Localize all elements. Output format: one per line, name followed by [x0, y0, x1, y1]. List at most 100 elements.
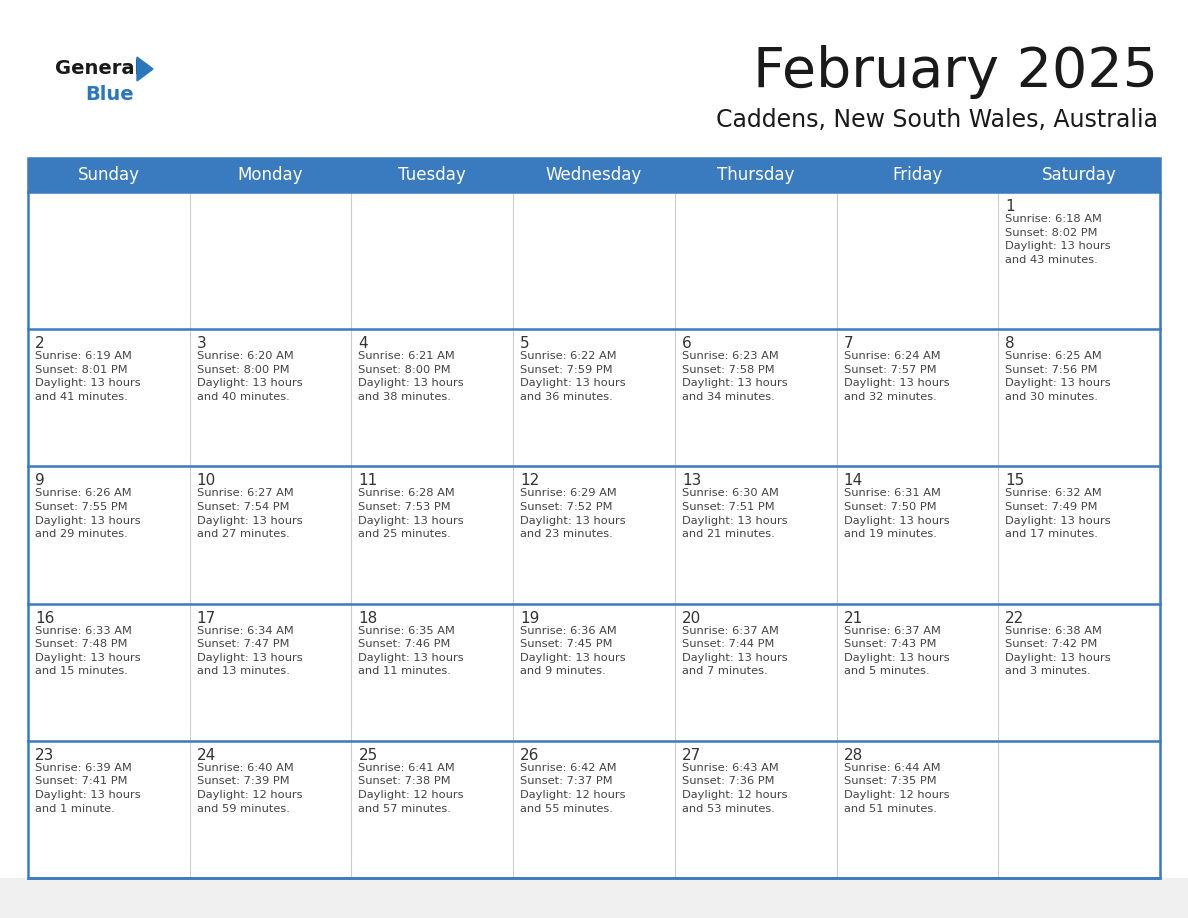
Text: Sunrise: 6:40 AM
Sunset: 7:39 PM
Daylight: 12 hours
and 59 minutes.: Sunrise: 6:40 AM Sunset: 7:39 PM Dayligh…: [197, 763, 302, 813]
Text: 13: 13: [682, 474, 701, 488]
Polygon shape: [137, 57, 153, 81]
Text: 14: 14: [843, 474, 862, 488]
Text: 5: 5: [520, 336, 530, 352]
Text: Caddens, New South Wales, Australia: Caddens, New South Wales, Australia: [716, 108, 1158, 132]
Bar: [352, 192, 513, 330]
Text: Sunrise: 6:37 AM
Sunset: 7:43 PM
Daylight: 13 hours
and 5 minutes.: Sunrise: 6:37 AM Sunset: 7:43 PM Dayligh…: [843, 625, 949, 677]
Text: Sunrise: 6:27 AM
Sunset: 7:54 PM
Daylight: 13 hours
and 27 minutes.: Sunrise: 6:27 AM Sunset: 7:54 PM Dayligh…: [197, 488, 302, 539]
Bar: [998, 192, 1159, 330]
Bar: [998, 466, 1159, 604]
Text: Sunrise: 6:37 AM
Sunset: 7:44 PM
Daylight: 13 hours
and 7 minutes.: Sunrise: 6:37 AM Sunset: 7:44 PM Dayligh…: [682, 625, 788, 677]
Text: 22: 22: [1005, 610, 1024, 625]
Text: 7: 7: [843, 336, 853, 352]
Text: 23: 23: [34, 748, 55, 763]
Text: 2: 2: [34, 336, 45, 352]
Text: 6: 6: [682, 336, 691, 352]
Text: Sunday: Sunday: [78, 166, 140, 184]
Text: Blue: Blue: [86, 84, 133, 104]
Text: 28: 28: [843, 748, 862, 763]
Text: Sunrise: 6:34 AM
Sunset: 7:47 PM
Daylight: 13 hours
and 13 minutes.: Sunrise: 6:34 AM Sunset: 7:47 PM Dayligh…: [197, 625, 302, 677]
Text: 17: 17: [197, 610, 216, 625]
Text: 4: 4: [359, 336, 368, 352]
Text: Wednesday: Wednesday: [545, 166, 643, 184]
Text: Sunrise: 6:39 AM
Sunset: 7:41 PM
Daylight: 13 hours
and 1 minute.: Sunrise: 6:39 AM Sunset: 7:41 PM Dayligh…: [34, 763, 140, 813]
Bar: [675, 604, 836, 741]
Text: Sunrise: 6:22 AM
Sunset: 7:59 PM
Daylight: 13 hours
and 36 minutes.: Sunrise: 6:22 AM Sunset: 7:59 PM Dayligh…: [520, 352, 626, 402]
Bar: [190, 741, 352, 878]
Text: Sunrise: 6:35 AM
Sunset: 7:46 PM
Daylight: 13 hours
and 11 minutes.: Sunrise: 6:35 AM Sunset: 7:46 PM Dayligh…: [359, 625, 465, 677]
Text: 1: 1: [1005, 199, 1015, 214]
Text: Saturday: Saturday: [1042, 166, 1117, 184]
Bar: [836, 466, 998, 604]
Text: Sunrise: 6:41 AM
Sunset: 7:38 PM
Daylight: 12 hours
and 57 minutes.: Sunrise: 6:41 AM Sunset: 7:38 PM Dayligh…: [359, 763, 465, 813]
Bar: [190, 466, 352, 604]
Bar: [513, 330, 675, 466]
Bar: [29, 158, 1159, 878]
Text: Sunrise: 6:26 AM
Sunset: 7:55 PM
Daylight: 13 hours
and 29 minutes.: Sunrise: 6:26 AM Sunset: 7:55 PM Dayligh…: [34, 488, 140, 539]
Text: Sunrise: 6:20 AM
Sunset: 8:00 PM
Daylight: 13 hours
and 40 minutes.: Sunrise: 6:20 AM Sunset: 8:00 PM Dayligh…: [197, 352, 302, 402]
Text: 26: 26: [520, 748, 539, 763]
Text: Sunrise: 6:33 AM
Sunset: 7:48 PM
Daylight: 13 hours
and 15 minutes.: Sunrise: 6:33 AM Sunset: 7:48 PM Dayligh…: [34, 625, 140, 677]
Text: Sunrise: 6:38 AM
Sunset: 7:42 PM
Daylight: 13 hours
and 3 minutes.: Sunrise: 6:38 AM Sunset: 7:42 PM Dayligh…: [1005, 625, 1111, 677]
Text: 27: 27: [682, 748, 701, 763]
Bar: [836, 741, 998, 878]
Bar: [190, 604, 352, 741]
Bar: [352, 466, 513, 604]
Text: Sunrise: 6:31 AM
Sunset: 7:50 PM
Daylight: 13 hours
and 19 minutes.: Sunrise: 6:31 AM Sunset: 7:50 PM Dayligh…: [843, 488, 949, 539]
Bar: [352, 330, 513, 466]
Text: Friday: Friday: [892, 166, 942, 184]
Bar: [675, 741, 836, 878]
Text: 9: 9: [34, 474, 45, 488]
Text: Sunrise: 6:18 AM
Sunset: 8:02 PM
Daylight: 13 hours
and 43 minutes.: Sunrise: 6:18 AM Sunset: 8:02 PM Dayligh…: [1005, 214, 1111, 264]
Bar: [29, 192, 190, 330]
Text: Sunrise: 6:23 AM
Sunset: 7:58 PM
Daylight: 13 hours
and 34 minutes.: Sunrise: 6:23 AM Sunset: 7:58 PM Dayligh…: [682, 352, 788, 402]
Text: Sunrise: 6:21 AM
Sunset: 8:00 PM
Daylight: 13 hours
and 38 minutes.: Sunrise: 6:21 AM Sunset: 8:00 PM Dayligh…: [359, 352, 465, 402]
Text: 18: 18: [359, 610, 378, 625]
Bar: [675, 192, 836, 330]
Text: Tuesday: Tuesday: [398, 166, 466, 184]
Text: Sunrise: 6:44 AM
Sunset: 7:35 PM
Daylight: 12 hours
and 51 minutes.: Sunrise: 6:44 AM Sunset: 7:35 PM Dayligh…: [843, 763, 949, 813]
Bar: [836, 330, 998, 466]
Bar: [836, 604, 998, 741]
Text: Monday: Monday: [238, 166, 303, 184]
Text: General: General: [55, 59, 141, 77]
Text: Sunrise: 6:30 AM
Sunset: 7:51 PM
Daylight: 13 hours
and 21 minutes.: Sunrise: 6:30 AM Sunset: 7:51 PM Dayligh…: [682, 488, 788, 539]
Bar: [675, 330, 836, 466]
Text: 20: 20: [682, 610, 701, 625]
Text: Sunrise: 6:36 AM
Sunset: 7:45 PM
Daylight: 13 hours
and 9 minutes.: Sunrise: 6:36 AM Sunset: 7:45 PM Dayligh…: [520, 625, 626, 677]
Text: Sunrise: 6:29 AM
Sunset: 7:52 PM
Daylight: 13 hours
and 23 minutes.: Sunrise: 6:29 AM Sunset: 7:52 PM Dayligh…: [520, 488, 626, 539]
Text: February 2025: February 2025: [753, 45, 1158, 99]
Text: Sunrise: 6:25 AM
Sunset: 7:56 PM
Daylight: 13 hours
and 30 minutes.: Sunrise: 6:25 AM Sunset: 7:56 PM Dayligh…: [1005, 352, 1111, 402]
Text: Sunrise: 6:24 AM
Sunset: 7:57 PM
Daylight: 13 hours
and 32 minutes.: Sunrise: 6:24 AM Sunset: 7:57 PM Dayligh…: [843, 352, 949, 402]
Bar: [513, 741, 675, 878]
Bar: [513, 604, 675, 741]
Text: Sunrise: 6:19 AM
Sunset: 8:01 PM
Daylight: 13 hours
and 41 minutes.: Sunrise: 6:19 AM Sunset: 8:01 PM Dayligh…: [34, 352, 140, 402]
Text: Thursday: Thursday: [718, 166, 795, 184]
Bar: [352, 741, 513, 878]
Text: 21: 21: [843, 610, 862, 625]
Text: 3: 3: [197, 336, 207, 352]
Bar: [513, 192, 675, 330]
Bar: [29, 158, 1159, 192]
Text: Sunrise: 6:32 AM
Sunset: 7:49 PM
Daylight: 13 hours
and 17 minutes.: Sunrise: 6:32 AM Sunset: 7:49 PM Dayligh…: [1005, 488, 1111, 539]
Text: 11: 11: [359, 474, 378, 488]
Bar: [998, 741, 1159, 878]
Bar: [836, 192, 998, 330]
Bar: [0, 878, 1188, 918]
Bar: [190, 330, 352, 466]
Bar: [998, 604, 1159, 741]
Text: 25: 25: [359, 748, 378, 763]
Text: 15: 15: [1005, 474, 1024, 488]
Bar: [29, 330, 190, 466]
Text: Sunrise: 6:42 AM
Sunset: 7:37 PM
Daylight: 12 hours
and 55 minutes.: Sunrise: 6:42 AM Sunset: 7:37 PM Dayligh…: [520, 763, 626, 813]
Bar: [513, 466, 675, 604]
Bar: [675, 466, 836, 604]
Bar: [29, 466, 190, 604]
Text: 8: 8: [1005, 336, 1015, 352]
Bar: [29, 741, 190, 878]
Text: 16: 16: [34, 610, 55, 625]
Text: Sunrise: 6:43 AM
Sunset: 7:36 PM
Daylight: 12 hours
and 53 minutes.: Sunrise: 6:43 AM Sunset: 7:36 PM Dayligh…: [682, 763, 788, 813]
Text: 12: 12: [520, 474, 539, 488]
Bar: [352, 604, 513, 741]
Text: 24: 24: [197, 748, 216, 763]
